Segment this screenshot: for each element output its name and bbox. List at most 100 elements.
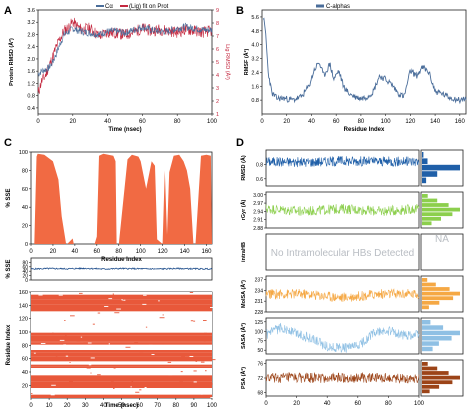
- heatmap-speckle: [195, 376, 197, 378]
- heatmap-speckle: [203, 320, 207, 321]
- panel-letter-a: A: [4, 5, 12, 17]
- heatmap-speckle: [88, 364, 92, 366]
- heatmap-speckle: [189, 292, 194, 293]
- x-tick-label: 120: [405, 119, 416, 125]
- heatmap-speckle: [96, 327, 98, 329]
- heatmap-speckle: [37, 317, 41, 319]
- heatmap-speckle: [168, 374, 173, 376]
- heatmap-speckle: [90, 372, 92, 374]
- heatmap-speckle: [208, 383, 213, 385]
- hist-bar: [422, 305, 429, 310]
- x-tick-label: 160: [455, 119, 466, 125]
- D-psa-hist-frame: [420, 359, 464, 397]
- y-tick-label-right: 7: [216, 34, 219, 40]
- y-tick-label: 80: [22, 260, 28, 266]
- heatmap-speckle: [69, 380, 73, 382]
- heatmap-speckle: [33, 352, 36, 354]
- heatmap-speckle: [91, 316, 96, 318]
- y-tick-label: 3.00: [253, 193, 263, 199]
- y-tick-label: 2.94: [253, 209, 263, 215]
- D-intrahb-frame: [265, 233, 420, 271]
- heatmap-speckle: [64, 351, 70, 353]
- heatmap-speckle: [31, 393, 33, 394]
- x-tick-label: 140: [430, 119, 441, 125]
- heatmap-speckle: [122, 299, 126, 301]
- hist-bar: [422, 380, 453, 385]
- heatmap-speckle: [170, 382, 173, 384]
- y-axis-label: rGyr (Å): [240, 199, 247, 220]
- hist-bar: [422, 336, 452, 341]
- y-tick-label: 0.8: [256, 162, 263, 168]
- heatmap-speckle: [167, 361, 172, 363]
- heatmap-speckle: [130, 386, 132, 388]
- panel-letter-b: B: [236, 5, 244, 17]
- heatmap-band: [31, 375, 212, 378]
- heatmap-speckle: [59, 339, 65, 341]
- heatmap-speckle: [118, 324, 123, 326]
- hist-bar: [422, 375, 460, 380]
- heatmap-speckle: [59, 361, 61, 363]
- heatmap-speckle: [40, 343, 46, 344]
- hist-bar: [422, 203, 449, 207]
- heatmap-band: [31, 294, 212, 300]
- x-tick-label: 0: [260, 119, 264, 125]
- heatmap-speckle: [38, 294, 43, 296]
- x-tick-label: 40: [324, 401, 331, 407]
- heatmap-speckle: [108, 369, 111, 371]
- x-axis-label: Time (nsec): [108, 127, 141, 133]
- heatmap-speckle: [139, 352, 144, 354]
- heatmap-speckle: [113, 367, 116, 369]
- y-tick-label: 40: [22, 205, 28, 211]
- heatmap-speckle: [210, 359, 216, 361]
- heatmap-band: [31, 352, 212, 357]
- x-tick-label: 100: [414, 401, 425, 407]
- heatmap-speckle: [108, 343, 110, 345]
- y-tick-label-right: 6: [216, 47, 219, 53]
- heatmap-speckle: [65, 355, 69, 357]
- heatmap-speckle: [53, 362, 55, 364]
- heatmap-speckle: [54, 393, 60, 394]
- y-tick-label: 231: [255, 299, 264, 305]
- panel-b-frame: [261, 9, 467, 115]
- heatmap-speckle: [193, 370, 197, 372]
- y-axis-label: SASA (Å²): [240, 323, 247, 349]
- heatmap-speckle: [167, 388, 172, 390]
- y-tick-label: 40: [22, 269, 28, 275]
- panel-letter-c: C: [4, 137, 12, 149]
- y-tick-label: 60: [22, 187, 28, 193]
- heatmap-speckle: [158, 363, 162, 365]
- y-tick-label: 20: [22, 274, 28, 280]
- heatmap-speckle: [113, 302, 118, 304]
- heatmap-speckle: [134, 342, 139, 343]
- heatmap-speckle: [206, 306, 209, 308]
- heatmap-speckle: [166, 365, 170, 366]
- heatmap-speckle: [83, 341, 88, 343]
- x-tick-label: 100: [381, 119, 392, 125]
- D-rgyr-line: [265, 203, 420, 217]
- heatmap-speckle: [55, 355, 58, 357]
- y-tick-label: 100: [19, 330, 28, 336]
- y-tick-label: 2.8: [27, 32, 35, 38]
- heatmap-speckle: [49, 396, 53, 398]
- y-tick-label: 0.8: [27, 94, 35, 100]
- heatmap-speckle: [108, 298, 113, 300]
- hist-bar: [422, 198, 438, 203]
- y-tick-label: 3.2: [27, 20, 35, 26]
- heatmap-band: [31, 308, 212, 312]
- y-tick-label-right: 4: [216, 73, 219, 79]
- hist-bar: [422, 330, 460, 336]
- y-tick-label-right: 3: [216, 86, 219, 92]
- y-tick-label: 2.88: [253, 226, 263, 232]
- hist-bar: [422, 291, 460, 296]
- hist-bar: [422, 278, 428, 282]
- heatmap-speckle: [90, 357, 95, 359]
- x-tick-label: 80: [172, 403, 179, 409]
- heatmap-speckle: [144, 324, 148, 326]
- y-tick-label-right: 9: [216, 8, 219, 14]
- heatmap-band: [31, 341, 212, 343]
- y-tick-label: 4.8: [251, 29, 259, 35]
- x-tick-label: 70: [154, 403, 161, 409]
- heatmap-speckle: [210, 307, 215, 308]
- x-tick-label: 20: [69, 119, 76, 125]
- heatmap-speckle: [97, 374, 101, 376]
